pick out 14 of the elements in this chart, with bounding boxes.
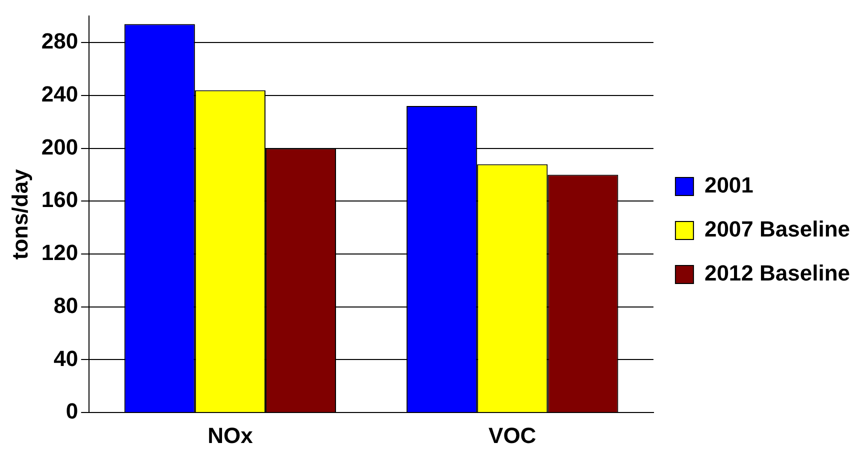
x-tick-label: VOC bbox=[488, 422, 536, 448]
y-tick-label: 40 bbox=[54, 346, 78, 371]
y-tick-label: 280 bbox=[41, 28, 78, 54]
legend-label: 2012 Baseline bbox=[704, 260, 850, 286]
y-tick-label: 80 bbox=[54, 292, 78, 318]
legend-label: 2001 bbox=[704, 172, 754, 198]
y-tick-label: 240 bbox=[41, 82, 78, 107]
y-tick-label: 160 bbox=[41, 187, 78, 212]
y-tick-label: 120 bbox=[41, 240, 78, 266]
y-axis-title: tons/day bbox=[7, 168, 32, 260]
x-tick-label: NOx bbox=[208, 422, 254, 448]
legend-label: 2007 Baseline bbox=[704, 216, 850, 242]
y-tick-label: 0 bbox=[66, 398, 78, 424]
y-tick-label: 200 bbox=[41, 134, 78, 160]
